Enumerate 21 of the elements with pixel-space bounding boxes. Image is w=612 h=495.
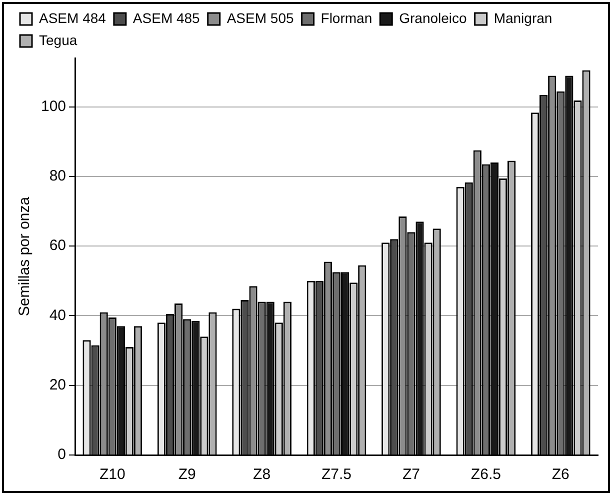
x-tick-label: Z9 [178,466,196,484]
legend-label: Tegua [39,32,78,48]
x-tick-label: Z7.5 [322,466,352,484]
y-tick-label: 40 [49,306,66,324]
legend-label: Manigran [494,10,552,26]
x-tick-label: Z10 [99,466,126,484]
legend-label: Granoleico [399,10,468,26]
legend-label: ASEM 484 [39,10,106,26]
y-tick-label: 100 [40,98,66,115]
x-tick-label: Z8 [253,466,271,484]
y-tick-label: 0 [58,446,66,464]
x-tick-label: Z6 [552,466,570,484]
legend-label: ASEM 485 [132,10,200,26]
y-tick-label: 80 [49,168,66,185]
x-tick-label: Z7 [402,466,420,484]
y-tick-label: 20 [49,376,66,394]
y-axis-title: Semillas por onza [16,196,34,316]
legend-label: ASEM 505 [226,10,294,26]
y-tick-label: 60 [49,237,66,254]
x-tick-label: Z6.5 [470,466,501,484]
legend-label: Florman [320,10,372,26]
